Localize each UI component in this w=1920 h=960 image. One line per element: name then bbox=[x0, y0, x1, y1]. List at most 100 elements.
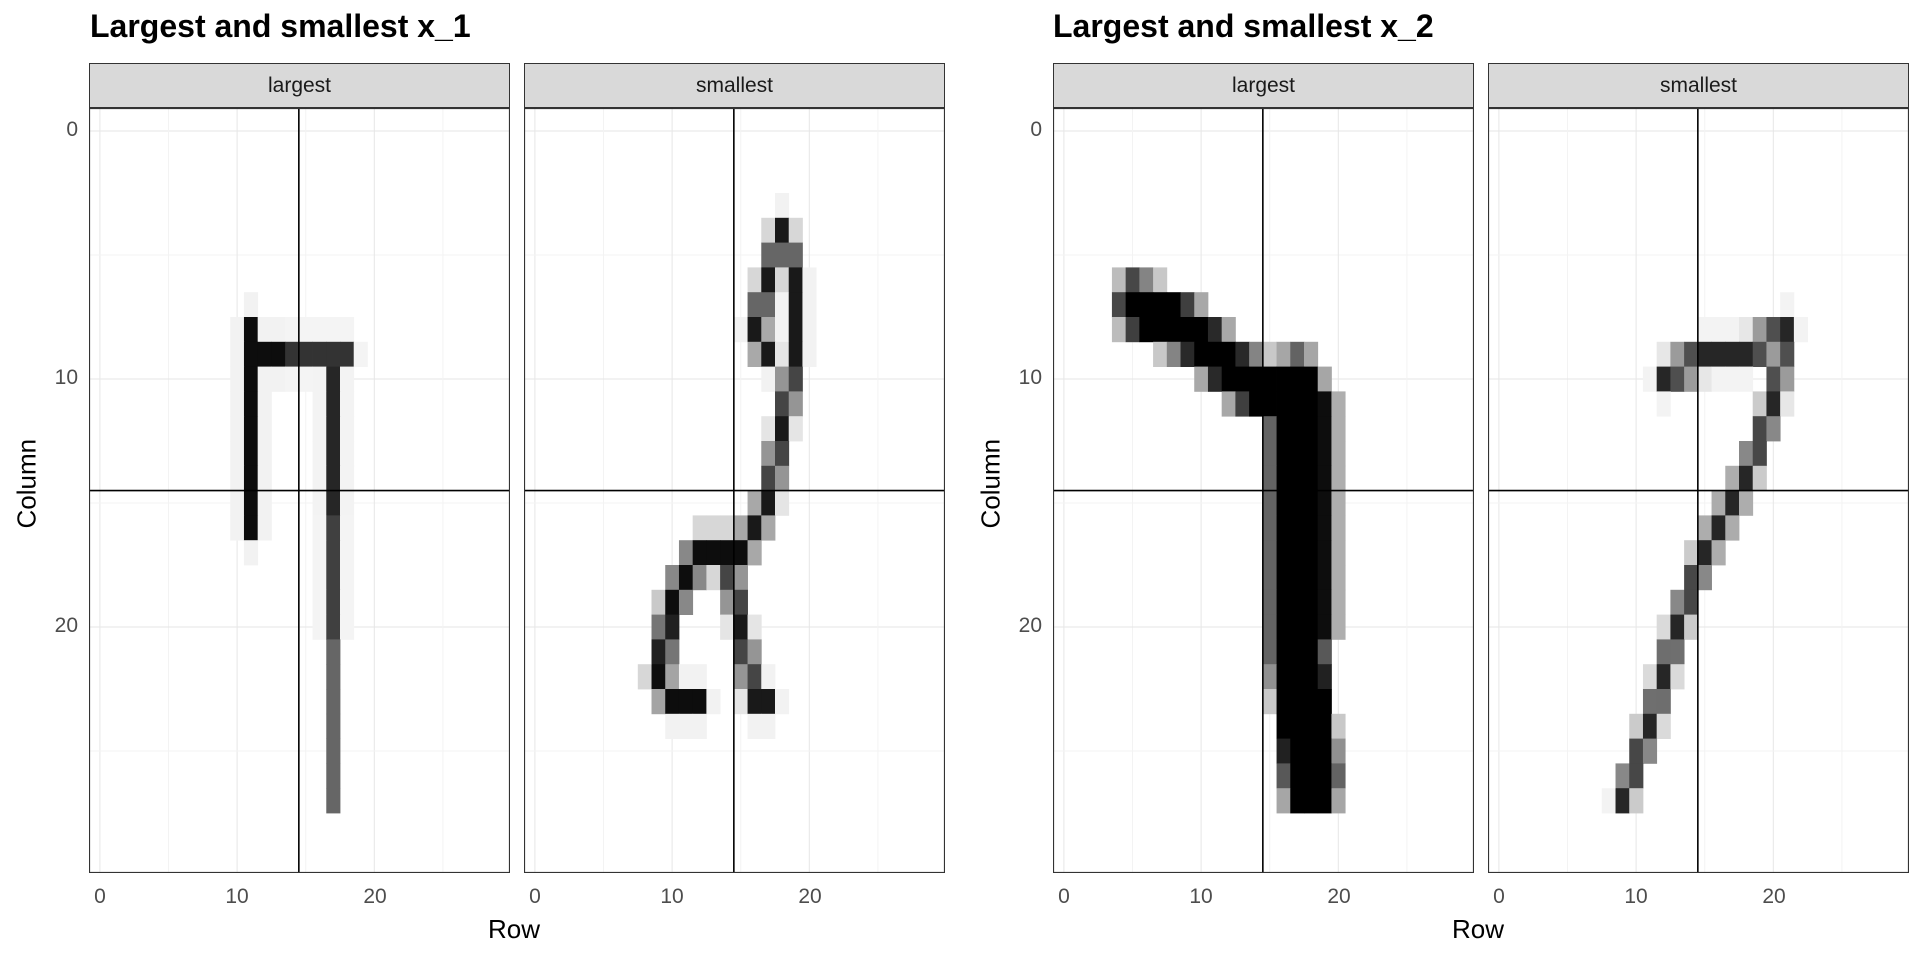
pixel-cell bbox=[788, 341, 803, 367]
pixel-cell bbox=[1670, 366, 1685, 392]
pixel-cell bbox=[1670, 639, 1685, 665]
pixel-cell bbox=[1331, 465, 1346, 491]
pixel-cell bbox=[761, 490, 776, 516]
panel-1-smallest bbox=[524, 108, 945, 873]
pixel-cell bbox=[1276, 689, 1291, 715]
pixel-cell bbox=[257, 465, 272, 491]
pixel-cell bbox=[1276, 639, 1291, 665]
x-tick-label: 0 bbox=[1493, 885, 1505, 908]
pixel-cell bbox=[706, 540, 721, 566]
x-tick-label: 10 bbox=[660, 885, 684, 908]
pixel-cell bbox=[1139, 267, 1154, 293]
pixel-cell bbox=[230, 515, 245, 541]
y-axis-title-1: Column bbox=[11, 438, 42, 529]
y-tick-label: 10 bbox=[1018, 366, 1042, 389]
pixel-cell bbox=[1317, 515, 1332, 541]
pixel-cell bbox=[788, 317, 803, 343]
pixel-cell bbox=[775, 317, 790, 343]
x-tick-label: 0 bbox=[529, 885, 541, 908]
pixel-cell bbox=[1290, 614, 1305, 640]
facet-strip-1-smallest: smallest bbox=[524, 63, 945, 108]
pixel-cells bbox=[230, 292, 368, 814]
y-tick-label: 0 bbox=[1030, 118, 1042, 141]
pixel-cell bbox=[1739, 441, 1754, 467]
x-tick-label: 20 bbox=[798, 885, 822, 908]
pixel-cell bbox=[312, 317, 327, 343]
pixel-cell bbox=[733, 614, 748, 640]
pixel-cell bbox=[1290, 738, 1305, 764]
pixel-cell bbox=[1766, 391, 1781, 417]
pixel-cell bbox=[692, 540, 707, 566]
pixel-cell bbox=[257, 391, 272, 417]
pixel-cell bbox=[1262, 540, 1277, 566]
pixel-cell bbox=[1317, 589, 1332, 615]
pixel-cell bbox=[1684, 614, 1699, 640]
pixel-cell bbox=[1180, 341, 1195, 367]
pixel-cell bbox=[775, 391, 790, 417]
pixel-cell bbox=[340, 341, 355, 367]
x-tick-label: 10 bbox=[225, 885, 249, 908]
pixel-cell bbox=[1221, 341, 1236, 367]
pixel-cell bbox=[1331, 763, 1346, 789]
pixel-cell bbox=[271, 366, 286, 392]
pixel-cell bbox=[243, 465, 259, 491]
pixel-cell bbox=[1725, 515, 1740, 541]
pixel-cell bbox=[761, 242, 776, 268]
pixel-cell bbox=[1793, 317, 1808, 343]
pixel-cell bbox=[1629, 713, 1644, 739]
pixel-cell bbox=[230, 317, 245, 343]
pixel-cell bbox=[1331, 614, 1346, 640]
pixel-cell bbox=[1766, 416, 1781, 442]
pixel-cell bbox=[1249, 391, 1264, 417]
pixel-cell bbox=[720, 614, 735, 640]
pixel-cell bbox=[1697, 540, 1712, 566]
pixel-cell bbox=[1317, 565, 1332, 591]
pixel-cell bbox=[1262, 441, 1277, 467]
pixel-cell bbox=[1111, 292, 1127, 318]
pixel-cell bbox=[733, 664, 748, 690]
pixel-cell bbox=[761, 713, 776, 739]
pixel-cell bbox=[1684, 540, 1699, 566]
pixel-cell bbox=[1111, 267, 1127, 293]
pixel-cell bbox=[1642, 689, 1658, 715]
pixel-cell bbox=[1642, 713, 1658, 739]
pixel-cell bbox=[1780, 391, 1795, 417]
pixel-cell bbox=[747, 689, 762, 715]
pixel-cell bbox=[312, 341, 327, 367]
pixel-cell bbox=[747, 540, 762, 566]
pixel-cell bbox=[1276, 763, 1291, 789]
pixel-cell bbox=[1207, 366, 1223, 392]
pixel-cell bbox=[761, 515, 776, 541]
pixel-cell bbox=[230, 341, 245, 367]
pixel-cell bbox=[1276, 589, 1291, 615]
pixel-cell bbox=[312, 565, 327, 591]
pixel-cell bbox=[1304, 639, 1319, 665]
pixel-cell bbox=[1331, 713, 1346, 739]
pixel-cell bbox=[1166, 317, 1181, 343]
pixel-cell bbox=[1656, 689, 1671, 715]
pixel-cell bbox=[1180, 292, 1195, 318]
pixel-cell bbox=[1725, 317, 1740, 343]
pixel-cell bbox=[1684, 589, 1699, 615]
pixel-cell bbox=[243, 366, 259, 392]
pixel-cell bbox=[733, 317, 748, 343]
pixel-cell bbox=[1711, 341, 1726, 367]
pixel-cell bbox=[312, 490, 327, 516]
pixel-cell bbox=[1642, 366, 1658, 392]
pixel-cell bbox=[1670, 614, 1685, 640]
pixel-cell bbox=[257, 317, 272, 343]
pixel-cell bbox=[775, 267, 790, 293]
pixel-cell bbox=[1317, 416, 1332, 442]
pixel-cell bbox=[257, 441, 272, 467]
pixel-cell bbox=[1249, 366, 1264, 392]
pixel-cell bbox=[1684, 366, 1699, 392]
pixel-cell bbox=[1194, 292, 1209, 318]
pixel-cell bbox=[692, 689, 707, 715]
pixel-cell bbox=[1276, 540, 1291, 566]
pixel-cell bbox=[1317, 366, 1332, 392]
pixel-cell bbox=[1711, 515, 1726, 541]
pixel-cell bbox=[340, 589, 355, 615]
pixel-cell bbox=[230, 416, 245, 442]
pixel-cell bbox=[285, 317, 300, 343]
pixel-cell bbox=[1290, 763, 1305, 789]
